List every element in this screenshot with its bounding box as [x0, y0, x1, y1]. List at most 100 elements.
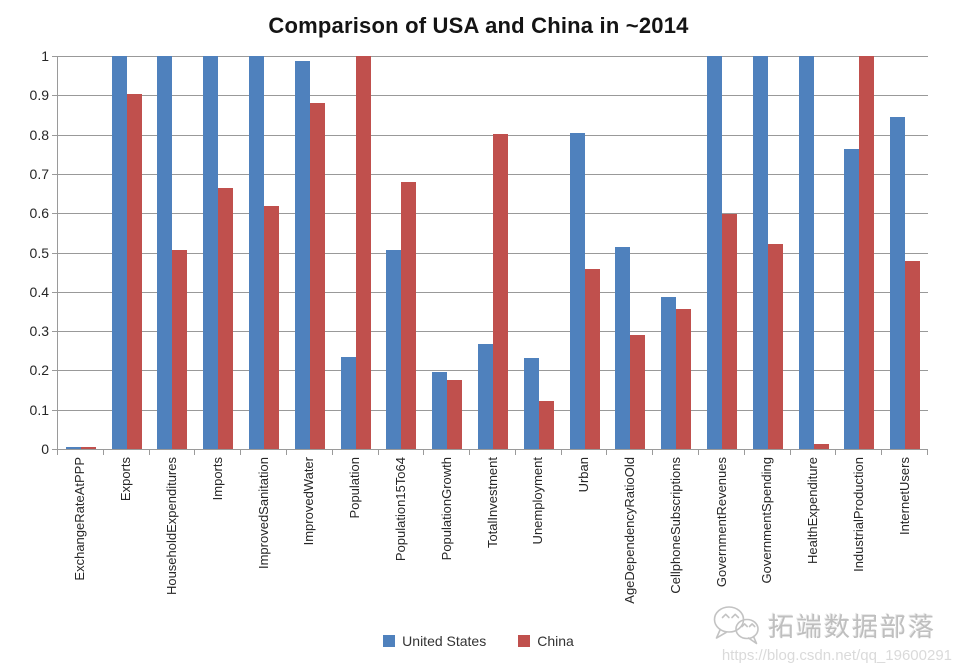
- x-label-cell-improvedsanitation: ImprovedSanitation: [240, 457, 286, 617]
- bar-china-totalinvestment: [493, 134, 509, 449]
- gridline-0.9: [58, 95, 928, 97]
- bar-group-improvedsanitation: [241, 56, 287, 449]
- bar-china-population15to64: [401, 182, 417, 449]
- bar-china-governmentspending: [767, 244, 783, 449]
- bar-united-states-exchangerateatppp: [65, 447, 81, 449]
- x-label-cell-householdexpenditures: HouseholdExpenditures: [149, 457, 195, 617]
- bar-united-states-exports: [111, 56, 127, 449]
- x-label-householdexpenditures: HouseholdExpenditures: [163, 457, 179, 596]
- x-tick-1: [102, 450, 104, 455]
- watermark-url: https://blog.csdn.net/qq_19600291: [721, 647, 952, 664]
- bar-china-healthexpenditure: [813, 443, 829, 449]
- x-label-population15to64: Population15To64: [392, 457, 408, 562]
- bar-china-agedependencyratioold: [630, 335, 646, 449]
- x-label-cell-unemployment: Unemployment: [515, 457, 561, 617]
- legend: United States China: [0, 633, 957, 649]
- y-tick-0.7: [52, 173, 57, 175]
- x-label-governmentrevenues: GovernmentRevenues: [713, 457, 729, 588]
- x-label-population: Population: [347, 457, 363, 519]
- bar-group-governmentspending: [745, 56, 791, 449]
- bar-united-states-improvedsanitation: [249, 56, 265, 449]
- bar-china-internetusers: [905, 260, 921, 449]
- bar-united-states-governmentrevenues: [707, 56, 723, 449]
- x-label-improvedsanitation: ImprovedSanitation: [255, 457, 271, 570]
- x-label-exports: Exports: [118, 457, 134, 502]
- y-tick-0: [52, 449, 57, 450]
- bar-china-governmentrevenues: [722, 214, 738, 449]
- x-label-cell-industrialproduction: IndustrialProduction: [836, 457, 882, 617]
- bar-united-states-householdexpenditures: [157, 56, 173, 449]
- bar-united-states-populationgrowth: [432, 371, 448, 449]
- bar-united-states-cellphonesubscriptions: [661, 296, 677, 449]
- x-label-cell-cellphonesubscriptions: CellphoneSubscriptions: [652, 457, 698, 617]
- gridline-0.8: [58, 134, 928, 136]
- y-tick-label-0.1: 0.1: [29, 401, 49, 418]
- bar-group-exchangerateatppp: [58, 56, 104, 449]
- x-tick-8: [423, 450, 425, 455]
- y-tick-label-0.8: 0.8: [29, 126, 49, 143]
- y-tick-1: [52, 56, 57, 57]
- bar-united-states-healthexpenditure: [798, 56, 814, 449]
- plot-area: [52, 56, 928, 455]
- x-label-imports: Imports: [209, 457, 225, 501]
- x-tick-6: [331, 450, 333, 455]
- gridline-0.5: [58, 252, 928, 254]
- bar-united-states-governmentspending: [752, 56, 768, 449]
- watermark-brand: 拓端数据部落: [767, 611, 936, 642]
- x-label-cell-healthexpenditure: HealthExpenditure: [790, 457, 836, 617]
- y-tick-label-1: 1: [41, 48, 49, 64]
- y-tick-0.4: [52, 291, 57, 293]
- bar-group-agedependencyratioold: [608, 56, 654, 449]
- bar-united-states-improvedwater: [294, 61, 310, 449]
- y-tick-0.2: [52, 370, 57, 372]
- bar-united-states-urban: [569, 133, 585, 449]
- bar-group-industrialproduction: [837, 56, 883, 449]
- bar-group-improvedwater: [287, 56, 333, 449]
- bar-china-urban: [584, 269, 600, 449]
- y-tick-label-0.9: 0.9: [29, 87, 49, 104]
- bar-groups: [58, 56, 928, 449]
- y-tick-0.1: [52, 409, 57, 411]
- bar-united-states-internetusers: [890, 116, 906, 449]
- legend-label-united-states: United States: [402, 633, 487, 649]
- legend-swatch-china: [518, 635, 531, 647]
- x-label-exchangerateatppp: ExchangeRateAtPPP: [72, 457, 88, 581]
- x-label-urban: Urban: [576, 457, 592, 493]
- bar-group-unemployment: [516, 56, 562, 449]
- y-tick-label-0.3: 0.3: [29, 323, 49, 340]
- x-label-agedependencyratioold: AgeDependencyRatioOld: [621, 457, 637, 604]
- y-tick-0.8: [52, 134, 57, 136]
- x-label-totalinvestment: TotalInvestment: [484, 457, 500, 549]
- bar-group-urban: [562, 56, 608, 449]
- bar-china-improvedsanitation: [264, 206, 280, 449]
- bar-united-states-unemployment: [523, 357, 539, 449]
- bar-united-states-agedependencyratioold: [615, 247, 631, 449]
- x-label-cell-exchangerateatppp: ExchangeRateAtPPP: [57, 457, 103, 617]
- bar-china-unemployment: [538, 401, 554, 449]
- x-tick-19: [927, 450, 928, 455]
- bar-china-householdexpenditures: [172, 250, 188, 449]
- x-label-cell-agedependencyratioold: AgeDependencyRatioOld: [607, 457, 653, 617]
- bar-united-states-totalinvestment: [478, 344, 494, 449]
- bar-group-population: [333, 56, 379, 449]
- x-label-governmentspending: GovernmentSpending: [759, 457, 775, 584]
- gridline-0.4: [58, 291, 928, 293]
- gridline-0.7: [58, 173, 928, 175]
- x-tick-14: [698, 450, 700, 455]
- x-label-unemployment: Unemployment: [530, 457, 546, 545]
- x-label-cell-population: Population: [332, 457, 378, 617]
- x-tick-4: [240, 450, 242, 455]
- x-label-healthexpenditure: HealthExpenditure: [805, 457, 821, 564]
- x-label-cell-imports: Imports: [194, 457, 240, 617]
- bar-group-healthexpenditure: [791, 56, 837, 449]
- watermark-brand-row: 拓端数据部落: [709, 604, 936, 646]
- x-tick-0: [57, 450, 58, 455]
- x-label-cell-populationgrowth: PopulationGrowth: [423, 457, 469, 617]
- x-label-cell-population15to64: Population15To64: [378, 457, 424, 617]
- bar-united-states-imports: [203, 56, 219, 449]
- x-label-cell-improvedwater: ImprovedWater: [286, 457, 332, 617]
- bar-group-population15to64: [379, 56, 425, 449]
- x-tick-3: [194, 450, 196, 455]
- y-tick-label-0.5: 0.5: [29, 244, 49, 261]
